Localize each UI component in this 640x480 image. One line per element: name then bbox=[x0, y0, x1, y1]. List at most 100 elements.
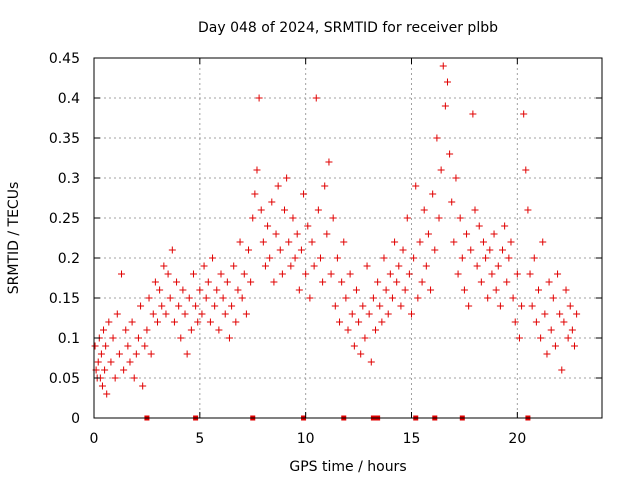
y-tick-label: 0.35 bbox=[49, 131, 80, 147]
y-tick-label: 0 bbox=[71, 411, 80, 427]
data-point bbox=[194, 318, 202, 326]
data-point bbox=[103, 390, 111, 398]
y-tick-label: 0.15 bbox=[49, 291, 80, 307]
data-point bbox=[452, 174, 460, 182]
data-point bbox=[467, 246, 475, 254]
data-point bbox=[412, 182, 420, 190]
data-point bbox=[403, 214, 411, 222]
data-point bbox=[346, 270, 354, 278]
data-point bbox=[266, 254, 274, 262]
data-point bbox=[325, 158, 333, 166]
data-point bbox=[198, 310, 206, 318]
data-point bbox=[209, 254, 217, 262]
data-point bbox=[219, 294, 227, 302]
data-point bbox=[431, 246, 439, 254]
data-point bbox=[352, 286, 360, 294]
data-point bbox=[372, 326, 380, 334]
data-point bbox=[166, 294, 174, 302]
data-point bbox=[107, 358, 115, 366]
data-point bbox=[484, 294, 492, 302]
data-point bbox=[435, 214, 443, 222]
data-point bbox=[145, 294, 153, 302]
chart-title: Day 048 of 2024, SRMTID for receiver plb… bbox=[198, 20, 498, 36]
data-point bbox=[321, 182, 329, 190]
data-point bbox=[465, 302, 473, 310]
data-point bbox=[240, 270, 248, 278]
data-point bbox=[441, 102, 449, 110]
data-point bbox=[469, 110, 477, 118]
data-point bbox=[507, 238, 515, 246]
data-point bbox=[113, 310, 121, 318]
data-point bbox=[170, 318, 178, 326]
data-point bbox=[405, 270, 413, 278]
data-point bbox=[151, 278, 159, 286]
data-point bbox=[530, 254, 538, 262]
data-point bbox=[503, 278, 511, 286]
data-point bbox=[185, 294, 193, 302]
data-point bbox=[355, 318, 363, 326]
data-point bbox=[448, 198, 456, 206]
data-point bbox=[482, 254, 490, 262]
data-point bbox=[374, 278, 382, 286]
data-point bbox=[560, 318, 568, 326]
y-tick-label: 0.1 bbox=[58, 331, 80, 347]
data-point bbox=[541, 310, 549, 318]
data-point bbox=[139, 382, 147, 390]
data-point bbox=[204, 278, 212, 286]
data-point bbox=[211, 302, 219, 310]
data-point bbox=[274, 182, 282, 190]
data-point bbox=[221, 310, 229, 318]
x-tick-label: 0 bbox=[90, 431, 99, 447]
data-point bbox=[545, 278, 553, 286]
grid-layer bbox=[94, 58, 602, 418]
data-point bbox=[134, 334, 142, 342]
data-point bbox=[361, 334, 369, 342]
data-point bbox=[310, 262, 318, 270]
data-point bbox=[363, 262, 371, 270]
x-axis-label: GPS time / hours bbox=[289, 459, 406, 475]
data-point bbox=[568, 326, 576, 334]
y-tick-label: 0.25 bbox=[49, 211, 80, 227]
data-point bbox=[460, 286, 468, 294]
data-point bbox=[524, 206, 532, 214]
data-point bbox=[463, 230, 471, 238]
data-point bbox=[122, 326, 130, 334]
data-point bbox=[158, 302, 166, 310]
data-point bbox=[386, 270, 394, 278]
data-point bbox=[293, 230, 301, 238]
data-point bbox=[181, 310, 189, 318]
data-point bbox=[147, 350, 155, 358]
data-point bbox=[217, 270, 225, 278]
data-point bbox=[141, 342, 149, 350]
data-point bbox=[270, 278, 278, 286]
data-point bbox=[338, 278, 346, 286]
data-point bbox=[408, 310, 415, 318]
data-point bbox=[340, 238, 348, 246]
data-point bbox=[393, 278, 401, 286]
data-point bbox=[261, 262, 269, 270]
data-point bbox=[539, 238, 547, 246]
data-point bbox=[187, 326, 195, 334]
data-point bbox=[490, 230, 498, 238]
data-point bbox=[395, 262, 403, 270]
data-point bbox=[118, 270, 126, 278]
data-point bbox=[215, 326, 223, 334]
data-point bbox=[189, 270, 197, 278]
data-point bbox=[319, 278, 327, 286]
data-point bbox=[168, 246, 176, 254]
data-point bbox=[505, 254, 513, 262]
data-point bbox=[333, 254, 341, 262]
data-point bbox=[91, 342, 99, 350]
data-point bbox=[249, 214, 257, 222]
data-point bbox=[439, 62, 447, 70]
data-point bbox=[492, 286, 500, 294]
data-point bbox=[247, 278, 255, 286]
data-point bbox=[399, 246, 407, 254]
data-point bbox=[281, 206, 288, 214]
y-tick-label: 0.2 bbox=[58, 251, 80, 267]
data-point bbox=[348, 310, 356, 318]
data-point bbox=[494, 262, 502, 270]
data-point bbox=[437, 166, 445, 174]
data-point bbox=[416, 238, 424, 246]
